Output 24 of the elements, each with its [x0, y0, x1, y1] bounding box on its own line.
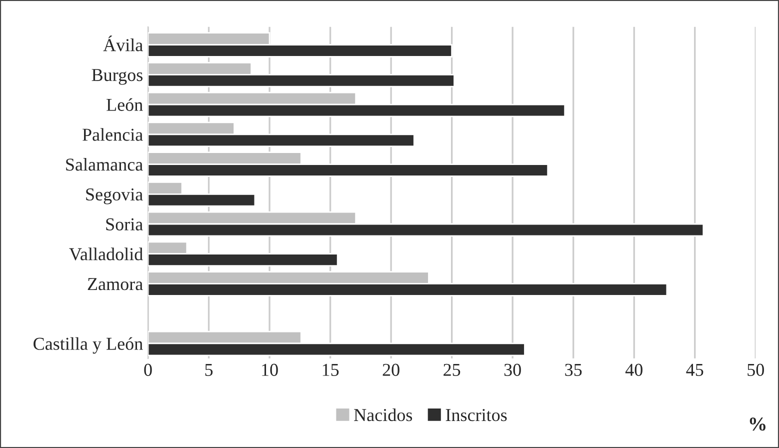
x-tick-label: 20: [382, 364, 400, 376]
x-tick-label: 50: [748, 364, 764, 376]
x-tick-label: 45: [686, 364, 704, 376]
y-tick-label: Castilla y León: [34, 337, 143, 354]
x-tick-label: 35: [565, 364, 582, 376]
x-tick-label: 15: [322, 364, 339, 376]
x-tick-label: 40: [625, 364, 642, 376]
y-tick-label: León: [106, 98, 143, 111]
x-axis-title: %: [750, 417, 766, 431]
legend-label: Inscritos: [446, 409, 507, 422]
y-tick-label: Zamora: [88, 278, 143, 290]
y-tick-label: Palencia: [82, 128, 143, 141]
legend-label: Nacidos: [354, 408, 412, 422]
y-tick-label: Ávila: [103, 36, 143, 52]
y-tick-label: Segovia: [86, 188, 143, 204]
y-tick-label: Soria: [106, 218, 143, 230]
x-tick-label: 5: [205, 364, 213, 376]
x-tick-label: 0: [144, 364, 152, 376]
x-tick-label: 25: [444, 364, 460, 376]
x-tick-label: 30: [504, 364, 521, 376]
y-tick-label: Burgos: [92, 69, 142, 85]
x-tick-label: 10: [262, 364, 278, 376]
y-tick-label: Salamanca: [66, 158, 143, 171]
y-tick-label: Valladolid: [69, 248, 143, 260]
